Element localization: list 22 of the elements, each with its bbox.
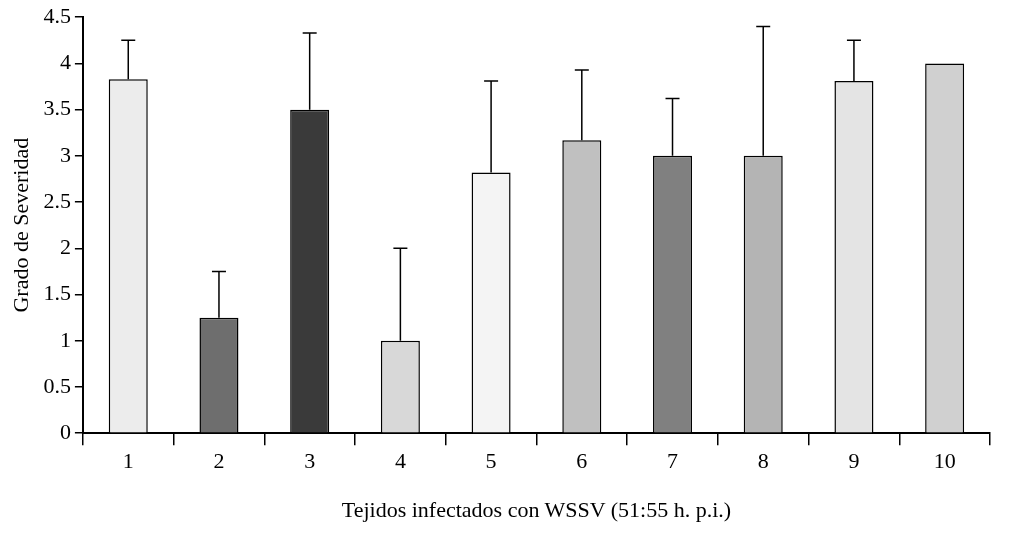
x-tick-label: 8 bbox=[757, 448, 769, 474]
x-tick-label: 4 bbox=[394, 448, 406, 474]
y-tick-label: 4 bbox=[59, 49, 71, 75]
y-axis-title: Grado de Severidad bbox=[7, 137, 33, 313]
y-tick-label: 3 bbox=[59, 141, 71, 167]
y-tick-label: 3.5 bbox=[43, 95, 71, 121]
x-tick-label: 7 bbox=[667, 448, 679, 474]
x-tick-label: 1 bbox=[122, 448, 134, 474]
x-axis-title: Tejidos infectados con WSSV (51:55 h. p.i.) bbox=[341, 496, 732, 522]
x-tick-label: 6 bbox=[576, 448, 588, 474]
y-tick-label: 2 bbox=[59, 234, 71, 260]
y-tick-label: 4.5 bbox=[43, 2, 71, 28]
y-tick-label: 1 bbox=[59, 326, 71, 352]
y-tick-label: 1.5 bbox=[43, 280, 71, 306]
x-tick-label: 2 bbox=[213, 448, 225, 474]
x-tick-label: 5 bbox=[485, 448, 497, 474]
x-tick-label: 3 bbox=[304, 448, 316, 474]
y-tick-label: 0 bbox=[59, 418, 71, 444]
y-tick-label: 0.5 bbox=[43, 372, 71, 398]
x-tick-label: 9 bbox=[848, 448, 860, 474]
y-tick-label: 2.5 bbox=[43, 187, 71, 213]
x-tick-label: 10 bbox=[933, 448, 956, 474]
